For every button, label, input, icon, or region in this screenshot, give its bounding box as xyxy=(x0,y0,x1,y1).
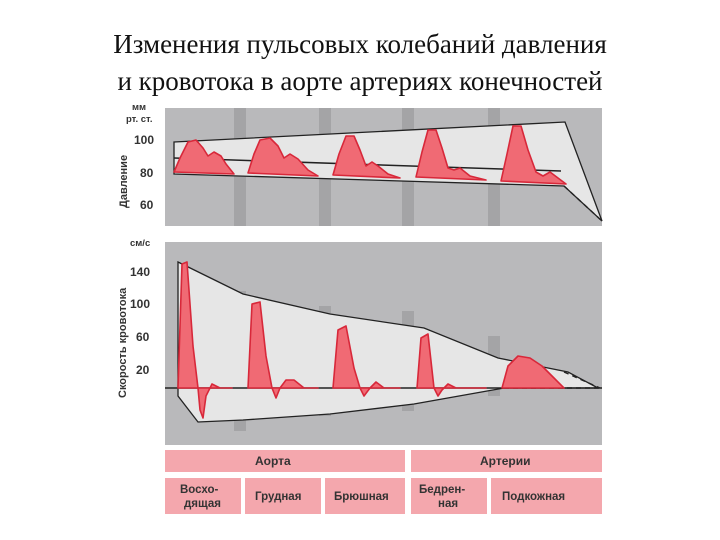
flow-envelope-dash-top xyxy=(563,371,601,389)
pressure-wave-abdominal xyxy=(332,135,401,179)
flow-wave-ascending xyxy=(177,261,233,419)
cell-femoral-line-2: ная xyxy=(438,498,458,510)
hemodynamics-figure: мм рт. ст. 100 80 60 Давление см/с 140 1… xyxy=(117,102,603,514)
pressure-wave-femoral xyxy=(415,129,487,181)
pressure-panel xyxy=(165,108,603,226)
pressure-wave-ascending xyxy=(173,139,235,175)
cell-abdominal-label: Брюшная xyxy=(334,491,389,503)
pressure-tick-100: 100 xyxy=(134,133,154,147)
cell-ascending xyxy=(165,478,241,514)
pressure-wave-thoracic xyxy=(247,137,319,177)
slide-title: Изменения пульсовых колебаний давления и… xyxy=(0,26,720,100)
band-aorta xyxy=(165,450,405,472)
flow-wave-abdominal xyxy=(332,325,401,397)
flow-wave-thoracic xyxy=(247,301,319,399)
cell-subcutaneous xyxy=(491,478,602,514)
flow-wave-femoral xyxy=(416,333,487,397)
segment-cells: Восхо- дящая Грудная Брюшная Бедрен- ная… xyxy=(165,478,602,514)
band-arteries-label: Артерии xyxy=(480,454,530,468)
flow-tick-60: 60 xyxy=(136,330,150,344)
flow-tick-20: 20 xyxy=(136,363,150,377)
pressure-wave-subcutaneous xyxy=(500,125,567,185)
cell-ascending-line-1: Восхо- xyxy=(180,484,219,496)
band-aorta-label: Аорта xyxy=(255,454,291,468)
flow-wave-subcutaneous xyxy=(501,355,565,389)
cell-femoral-line-1: Бедрен- xyxy=(419,484,465,496)
pressure-axis: мм рт. ст. 100 80 60 Давление xyxy=(118,102,154,212)
group-bands: Аорта Артерии xyxy=(165,450,602,472)
cell-thoracic-label: Грудная xyxy=(255,491,301,503)
flow-axis: см/с 140 100 60 20 Скорость кровотока xyxy=(117,238,150,398)
pressure-tick-60: 60 xyxy=(140,198,154,212)
cell-thoracic xyxy=(245,478,321,514)
cell-femoral xyxy=(411,478,487,514)
flow-tick-140: 140 xyxy=(130,265,150,279)
flow-panel xyxy=(165,242,602,445)
pressure-envelope xyxy=(173,121,603,222)
title-line-1: Изменения пульсовых колебаний давления xyxy=(113,29,607,59)
cell-abdominal xyxy=(325,478,405,514)
flow-unit: см/с xyxy=(130,238,150,249)
pressure-unit-line-1: мм xyxy=(132,102,146,113)
pressure-unit-line-2: рт. ст. xyxy=(126,114,153,125)
cell-subcutaneous-label: Подкожная xyxy=(502,491,565,503)
band-arteries xyxy=(411,450,602,472)
cell-ascending-line-2: дящая xyxy=(184,498,221,510)
pressure-axis-title: Давление xyxy=(118,155,130,208)
flow-axis-title: Скорость кровотока xyxy=(117,287,129,398)
pressure-tick-80: 80 xyxy=(140,166,154,180)
flow-tick-100: 100 xyxy=(130,297,150,311)
title-line-2: и кровотока в аорте артериях конечностей xyxy=(117,66,603,96)
